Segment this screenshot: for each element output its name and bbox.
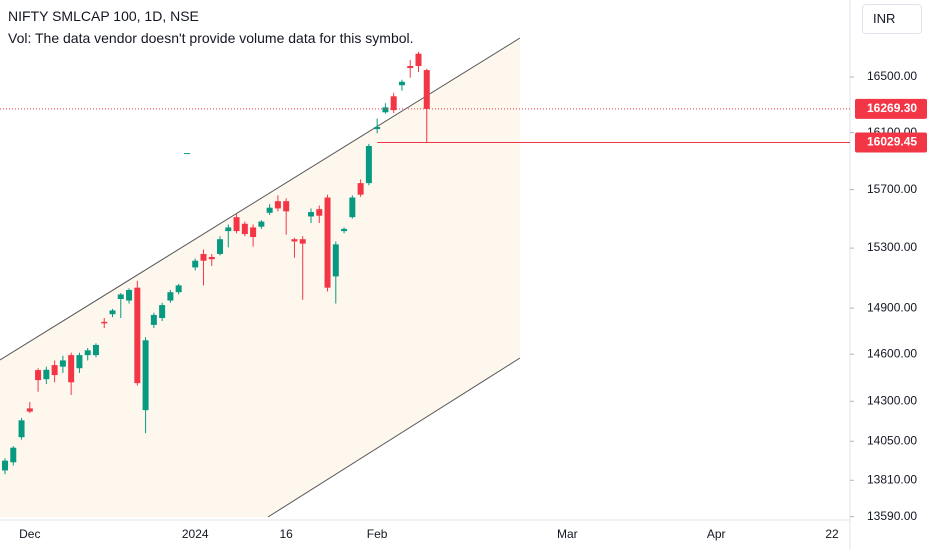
candle-body <box>200 254 207 261</box>
volume-note: Vol: The data vendor doesn't provide vol… <box>8 30 414 46</box>
candle-body <box>365 145 372 184</box>
candle-body <box>250 227 257 237</box>
candle-body <box>324 197 331 288</box>
candle-body <box>349 197 356 218</box>
candle-body <box>332 244 339 277</box>
candle-body <box>258 221 265 227</box>
candle-body <box>357 183 364 195</box>
candle-body <box>274 201 281 209</box>
y-tick-label: 15300.00 <box>867 240 917 254</box>
x-tick-label: Apr <box>707 527 726 541</box>
currency-button[interactable]: INR <box>862 4 922 34</box>
candle-body <box>92 344 99 356</box>
candle-body <box>398 81 405 86</box>
candle-body <box>18 420 25 438</box>
y-tick-label: 16500.00 <box>867 69 917 83</box>
x-tick-label: Feb <box>367 527 388 541</box>
candle-body <box>208 256 215 260</box>
candle-body <box>374 126 381 130</box>
candle-body <box>43 369 50 380</box>
channel-upper <box>0 37 521 361</box>
horizontal-line-label: 16029.45 <box>867 135 917 149</box>
y-tick-label: 13810.00 <box>867 472 917 486</box>
candle-body <box>307 212 314 217</box>
candle-body <box>225 227 232 232</box>
chart-title: NIFTY SMLCAP 100, 1D, NSE <box>8 8 199 24</box>
candle-body <box>175 285 182 293</box>
candle-body <box>415 53 422 67</box>
candle-body <box>291 239 298 242</box>
y-tick-label: 13590.00 <box>867 509 917 523</box>
candle-body <box>233 217 240 232</box>
candle-body <box>183 153 190 155</box>
candle-body <box>10 447 17 463</box>
y-tick-label: 14300.00 <box>867 393 917 407</box>
candle-body <box>192 260 199 268</box>
y-tick-label: 14600.00 <box>867 346 917 360</box>
candle-body <box>117 294 124 300</box>
candle-body <box>382 107 389 113</box>
candle-body <box>59 360 66 367</box>
channel-fill <box>0 38 520 517</box>
candle-body <box>217 239 224 255</box>
x-tick-label: 22 <box>825 527 839 541</box>
candle-body <box>101 321 108 324</box>
candle-body <box>167 292 174 301</box>
channel-lower <box>267 357 521 518</box>
candle-body <box>134 287 141 384</box>
candle-body <box>68 355 75 383</box>
horizontal-line-box <box>855 132 927 153</box>
candle-body <box>407 66 414 69</box>
candle-body <box>26 408 33 412</box>
candle-body <box>266 207 273 213</box>
candle-body <box>2 460 8 471</box>
candle-body <box>76 355 83 369</box>
candle-body <box>159 305 166 319</box>
candle-body <box>283 201 290 212</box>
candle-body <box>341 228 348 232</box>
last-price-label: 16269.30 <box>867 101 917 115</box>
candle-body <box>241 223 248 235</box>
candle-body <box>150 314 157 325</box>
candle-body <box>390 96 397 111</box>
candle-body <box>51 365 58 376</box>
y-tick-label: 14900.00 <box>867 300 917 314</box>
x-tick-label: Mar <box>557 527 578 541</box>
y-tick-label: 14050.00 <box>867 433 917 447</box>
candle-body <box>299 239 306 244</box>
x-tick-label: 16 <box>280 527 294 541</box>
y-tick-label: 15700.00 <box>867 182 917 196</box>
candle-body <box>423 70 430 109</box>
x-tick-label: 2024 <box>182 527 209 541</box>
x-tick-label: Dec <box>19 527 40 541</box>
candle-body <box>35 370 42 381</box>
candle-body <box>109 310 116 315</box>
candle-body <box>84 350 91 356</box>
candle-body <box>126 289 133 301</box>
candle-body <box>316 209 323 216</box>
candle-body <box>142 340 149 411</box>
last-price-box <box>855 98 927 119</box>
